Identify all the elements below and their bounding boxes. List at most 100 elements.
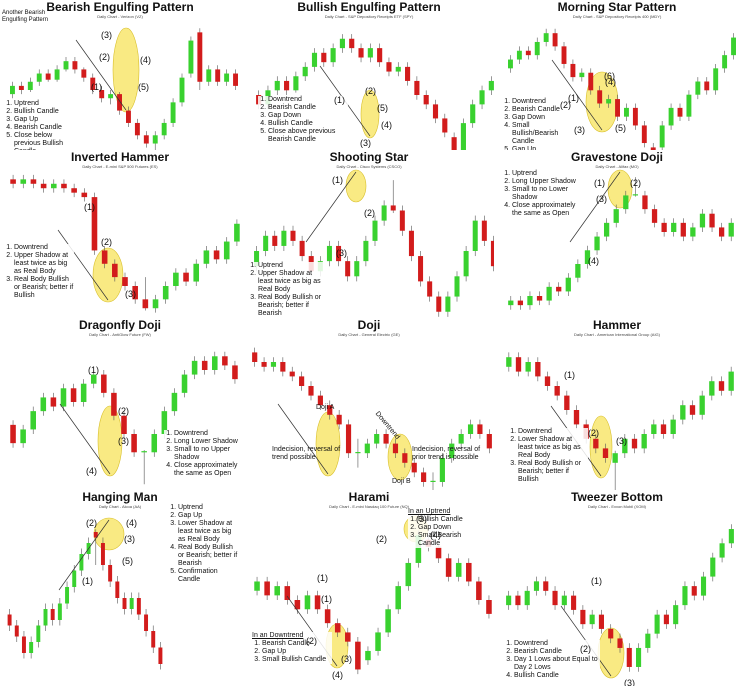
bearish-candle [70, 388, 77, 402]
bullish-candle [302, 66, 308, 77]
bullish-candle [690, 227, 696, 237]
bullish-candle [719, 543, 725, 558]
bullish-candle [449, 443, 455, 458]
chart-title: Inverted Hammer [70, 150, 170, 164]
bullish-candle [40, 397, 47, 412]
bearish-candle [552, 33, 558, 47]
bullish-candle [161, 122, 167, 136]
bullish-candle [372, 220, 378, 241]
pattern-label: (1) [84, 202, 95, 212]
bearish-candle [358, 48, 364, 58]
note-item: Bullish Candle [514, 672, 600, 680]
bearish-candle [261, 362, 267, 367]
pattern-label: (3) [624, 678, 635, 686]
chart-panel: Bearish Engulfing Pattern Daily Chart - V… [0, 0, 240, 150]
bullish-candle [254, 581, 260, 591]
bullish-candle [274, 80, 280, 91]
bullish-candle [254, 251, 260, 267]
bullish-candle [234, 223, 240, 242]
bearish-candle [142, 299, 149, 309]
notes-list: Bullish CandleGap DownSmall Bearish Cand… [408, 516, 482, 548]
bullish-candle [659, 125, 665, 148]
bullish-candle [181, 374, 188, 393]
bullish-candle [670, 419, 676, 434]
chart-subtitle: Daily Chart - Alifax (MO) [595, 164, 639, 169]
bearish-candle [615, 99, 620, 117]
bullish-candle [224, 73, 230, 82]
note-item: Downtrend [14, 244, 74, 252]
note-item: Confirmation Candle [178, 568, 238, 584]
note-item: Day 1 Lows about Equal to Day 2 Lows [514, 656, 600, 672]
bearish-candle [677, 107, 683, 117]
pattern-notes: UptrendUpper Shadow at least twice as bi… [248, 262, 328, 318]
bearish-candle [122, 277, 128, 286]
bearish-candle [201, 360, 208, 370]
bearish-candle [299, 376, 305, 386]
note-item: Real Body Bullish or Bearish; better if … [258, 294, 328, 318]
bullish-candle [458, 434, 464, 444]
notes-list: UptrendLong Upper ShadowSmall to no Lowe… [502, 170, 582, 218]
bearish-candle [435, 546, 442, 559]
bearish-candle [183, 272, 189, 282]
bullish-candle [467, 424, 474, 434]
chart-subtitle: Daily Chart - AntiGlow Future (FW) [89, 332, 151, 337]
note-item: Real Body Bullish or Bearish; better if … [178, 544, 238, 568]
bearish-candle [215, 69, 221, 82]
bullish-candle [20, 429, 26, 444]
bearish-candle [111, 392, 117, 416]
bearish-candle [272, 235, 278, 246]
bearish-candle [399, 210, 405, 231]
bullish-candle [72, 570, 77, 587]
bearish-candle [571, 595, 577, 610]
bearish-candle [349, 38, 355, 49]
bullish-candle [508, 300, 514, 306]
bearish-candle [131, 434, 137, 453]
bearish-candle [608, 628, 614, 639]
bearish-candle [626, 647, 632, 667]
pattern-label: (4) [332, 670, 343, 680]
bullish-candle [367, 48, 373, 58]
pattern-label: (6) [604, 71, 615, 81]
note-item: Close approximately the same as Open [174, 462, 238, 478]
bullish-candle [36, 73, 42, 82]
bullish-candle [728, 371, 734, 391]
pattern-label: (2) [588, 428, 599, 438]
note-item: Bearish Candle [512, 106, 562, 114]
bearish-candle [117, 94, 122, 111]
bearish-candle [10, 179, 16, 184]
chart-subtitle: Daily Chart - Alcoa (AA) [98, 504, 142, 509]
bearish-candle [689, 405, 696, 415]
bearish-candle [580, 609, 586, 625]
bullish-candle [193, 263, 200, 282]
bullish-candle [206, 69, 212, 82]
note-item: Lower Shadow at least twice as big as Re… [178, 520, 238, 544]
pattern-label: (1) [91, 82, 102, 92]
trend-line [569, 171, 621, 243]
pattern-label: (3) [574, 125, 585, 135]
bullish-candle [460, 123, 466, 150]
bearish-candle [355, 641, 361, 670]
candlestick-chart [10, 174, 240, 313]
candlestick-chart [508, 169, 734, 310]
candlestick-chart [10, 351, 238, 485]
trend-line [277, 403, 329, 475]
bullish-candle [430, 480, 436, 482]
bearish-candle [593, 438, 599, 449]
notes-list: DowntrendBearish CandleGap DownBullish C… [258, 96, 348, 144]
bullish-candle [728, 222, 734, 237]
bearish-candle [289, 371, 295, 377]
bullish-candle [695, 81, 701, 95]
bearish-candle [663, 614, 669, 625]
bearish-candle [345, 424, 352, 454]
bearish-candle [411, 462, 417, 473]
doji-annotation: Doji A [316, 404, 335, 411]
bullish-candle [60, 388, 67, 407]
pattern-notes: UptrendBullish CandleGap UpBearish Candl… [4, 100, 66, 150]
notes-list: UptrendGap UpLower Shadow at least twice… [168, 504, 238, 584]
bearish-candle [93, 532, 98, 538]
doji-annotation: Indecision, reversal of trend possible [272, 446, 341, 461]
bearish-candle [718, 381, 725, 391]
pattern-label: (2) [365, 86, 376, 96]
chart-subtitle: Daily Chart - Cisco Systems (CSCO) [336, 164, 402, 169]
pattern-label: (1) [321, 594, 332, 604]
